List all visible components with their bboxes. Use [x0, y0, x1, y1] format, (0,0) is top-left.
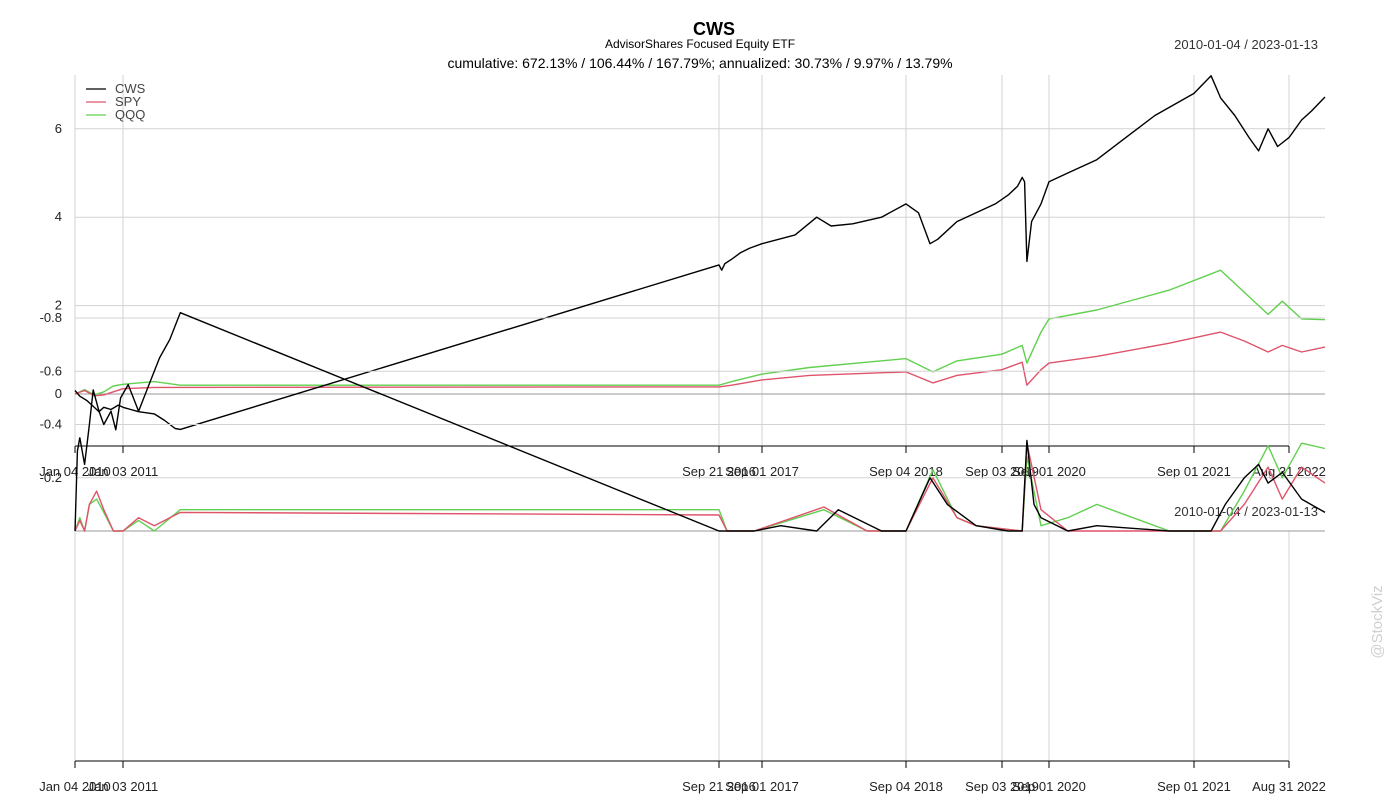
bottom-x-tick-label: Sep 01 2021	[1157, 779, 1231, 794]
bottom-x-tick-label: Jan 04 2010	[39, 779, 111, 794]
bottom-x-tick-label: Jan 03 2011	[88, 779, 159, 794]
top-x-tick-label: Sep 03 2019	[965, 464, 1039, 479]
performance-stats: cumulative: 672.13% / 106.44% / 167.79%;…	[447, 55, 952, 71]
bottom-y-tick-label: -0.6	[40, 363, 62, 378]
top-series-qqq	[74, 269, 1326, 396]
bottom-y-tick-label: -0.2	[40, 470, 62, 485]
chart-subtitle: AdvisorShares Focused Equity ETF	[605, 37, 795, 51]
chart-title: CWS	[693, 19, 735, 39]
bottom-x-tick-label: Sep 01 2017	[725, 779, 799, 794]
bottom-y-tick-label: -0.4	[40, 417, 62, 432]
top-y-tick-label: 6	[55, 121, 62, 136]
top-x-tick-label: Sep 04 2018	[869, 464, 943, 479]
bottom-x-tick-label: Sep 21 2016	[682, 779, 756, 794]
legend-label-cws: CWS	[115, 81, 146, 96]
bottom-series-spy	[74, 442, 1326, 532]
legend: CWS SPY QQQ	[86, 81, 146, 122]
date-range-bottom: 2010-01-04 / 2023-01-13	[1174, 504, 1318, 519]
top-series-cws	[74, 75, 1326, 431]
top-y-tick-label: 0	[55, 386, 62, 401]
top-series-spy	[74, 331, 1326, 397]
bottom-x-tick-label: Sep 03 2019	[965, 779, 1039, 794]
bottom-series-cws	[74, 312, 1326, 532]
top-x-tick-label: Aug 31 2022	[1252, 464, 1326, 479]
top-y-tick-label: 2	[55, 298, 62, 313]
bottom-y-tick-label: -0.8	[40, 310, 62, 325]
bottom-series-qqq	[74, 442, 1326, 532]
top-x-tick-label: Sep 01 2020	[1012, 464, 1086, 479]
top-x-tick-label: Jan 03 2011	[88, 464, 159, 479]
top-x-tick-label: Sep 01 2017	[725, 464, 799, 479]
bottom-x-tick-label: Sep 04 2018	[869, 779, 943, 794]
bottom-x-tick-label: Sep 01 2020	[1012, 779, 1086, 794]
date-range-top: 2010-01-04 / 2023-01-13	[1174, 37, 1318, 52]
top-x-tick-label: Sep 01 2021	[1157, 464, 1231, 479]
top-x-tick-label: Sep 21 2016	[682, 464, 756, 479]
top-x-tick-label: Jan 04 2010	[39, 464, 111, 479]
bottom-x-tick-label: Aug 31 2022	[1252, 779, 1326, 794]
legend-label-qqq: QQQ	[115, 107, 145, 122]
legend-label-spy: SPY	[115, 94, 141, 109]
watermark: @StockViz	[1369, 585, 1386, 658]
top-y-tick-label: 4	[55, 209, 62, 224]
